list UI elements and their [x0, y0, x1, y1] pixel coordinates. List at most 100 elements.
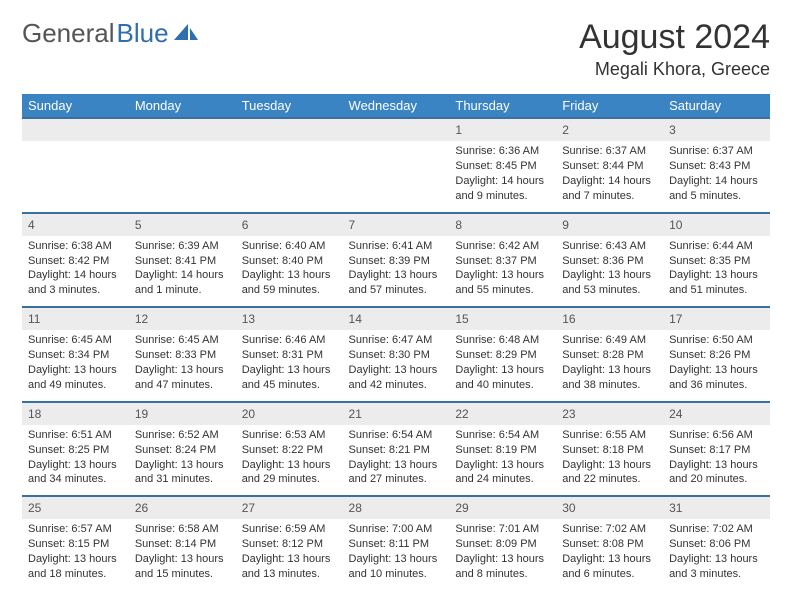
day-details: Sunrise: 6:40 AMSunset: 8:40 PMDaylight:… [236, 236, 343, 306]
calendar-week-row: 4Sunrise: 6:38 AMSunset: 8:42 PMDaylight… [22, 213, 770, 308]
day-details: Sunrise: 6:39 AMSunset: 8:41 PMDaylight:… [129, 236, 236, 306]
day-details [236, 141, 343, 167]
daylight-text: Daylight: 13 hours [455, 268, 550, 283]
day-details [343, 141, 450, 167]
day-number: 18 [22, 403, 129, 425]
day-details: Sunrise: 6:52 AMSunset: 8:24 PMDaylight:… [129, 425, 236, 495]
daylight-text: and 27 minutes. [349, 472, 444, 487]
daylight-text: and 3 minutes. [669, 567, 764, 582]
day-number [129, 119, 236, 141]
sunrise-text: Sunrise: 6:37 AM [669, 144, 764, 159]
calendar-cell: 26Sunrise: 6:58 AMSunset: 8:14 PMDayligh… [129, 496, 236, 590]
daylight-text: Daylight: 13 hours [562, 552, 657, 567]
sunrise-text: Sunrise: 6:47 AM [349, 333, 444, 348]
brand-part2: Blue [117, 18, 169, 49]
sunset-text: Sunset: 8:15 PM [28, 537, 123, 552]
location-subtitle: Megali Khora, Greece [579, 59, 770, 80]
title-block: August 2024 Megali Khora, Greece [579, 18, 770, 80]
daylight-text: Daylight: 13 hours [455, 552, 550, 567]
day-details: Sunrise: 6:50 AMSunset: 8:26 PMDaylight:… [663, 330, 770, 400]
day-number: 24 [663, 403, 770, 425]
sunrise-text: Sunrise: 6:46 AM [242, 333, 337, 348]
sunrise-text: Sunrise: 6:45 AM [135, 333, 230, 348]
sunset-text: Sunset: 8:31 PM [242, 348, 337, 363]
calendar-cell: 27Sunrise: 6:59 AMSunset: 8:12 PMDayligh… [236, 496, 343, 590]
day-number: 3 [663, 119, 770, 141]
daylight-text: and 34 minutes. [28, 472, 123, 487]
daylight-text: Daylight: 13 hours [349, 268, 444, 283]
sail-icon [174, 18, 200, 49]
daylight-text: Daylight: 13 hours [135, 552, 230, 567]
sunrise-text: Sunrise: 6:52 AM [135, 428, 230, 443]
day-number [22, 119, 129, 141]
daylight-text: Daylight: 13 hours [669, 552, 764, 567]
weekday-header: Sunday [22, 94, 129, 118]
sunset-text: Sunset: 8:33 PM [135, 348, 230, 363]
day-details: Sunrise: 6:54 AMSunset: 8:19 PMDaylight:… [449, 425, 556, 495]
sunset-text: Sunset: 8:28 PM [562, 348, 657, 363]
day-details: Sunrise: 6:38 AMSunset: 8:42 PMDaylight:… [22, 236, 129, 306]
sunset-text: Sunset: 8:26 PM [669, 348, 764, 363]
day-details: Sunrise: 6:55 AMSunset: 8:18 PMDaylight:… [556, 425, 663, 495]
sunrise-text: Sunrise: 6:59 AM [242, 522, 337, 537]
day-number: 1 [449, 119, 556, 141]
calendar-cell: 5Sunrise: 6:39 AMSunset: 8:41 PMDaylight… [129, 213, 236, 308]
calendar-cell: 7Sunrise: 6:41 AMSunset: 8:39 PMDaylight… [343, 213, 450, 308]
day-number: 10 [663, 214, 770, 236]
calendar-week-row: 11Sunrise: 6:45 AMSunset: 8:34 PMDayligh… [22, 307, 770, 402]
daylight-text: and 20 minutes. [669, 472, 764, 487]
calendar-cell: 18Sunrise: 6:51 AMSunset: 8:25 PMDayligh… [22, 402, 129, 497]
daylight-text: Daylight: 13 hours [455, 363, 550, 378]
sunrise-text: Sunrise: 6:55 AM [562, 428, 657, 443]
calendar-cell: 3Sunrise: 6:37 AMSunset: 8:43 PMDaylight… [663, 118, 770, 213]
day-number: 17 [663, 308, 770, 330]
daylight-text: Daylight: 13 hours [135, 363, 230, 378]
daylight-text: Daylight: 13 hours [349, 458, 444, 473]
day-details: Sunrise: 6:43 AMSunset: 8:36 PMDaylight:… [556, 236, 663, 306]
day-details: Sunrise: 6:51 AMSunset: 8:25 PMDaylight:… [22, 425, 129, 495]
sunset-text: Sunset: 8:42 PM [28, 254, 123, 269]
day-details: Sunrise: 6:45 AMSunset: 8:34 PMDaylight:… [22, 330, 129, 400]
day-details: Sunrise: 7:00 AMSunset: 8:11 PMDaylight:… [343, 519, 450, 589]
weekday-header: Friday [556, 94, 663, 118]
weekday-header-row: Sunday Monday Tuesday Wednesday Thursday… [22, 94, 770, 118]
sunrise-text: Sunrise: 6:50 AM [669, 333, 764, 348]
calendar-cell: 6Sunrise: 6:40 AMSunset: 8:40 PMDaylight… [236, 213, 343, 308]
calendar-cell: 24Sunrise: 6:56 AMSunset: 8:17 PMDayligh… [663, 402, 770, 497]
calendar-cell: 25Sunrise: 6:57 AMSunset: 8:15 PMDayligh… [22, 496, 129, 590]
sunset-text: Sunset: 8:41 PM [135, 254, 230, 269]
day-number: 29 [449, 497, 556, 519]
day-number: 13 [236, 308, 343, 330]
sunset-text: Sunset: 8:19 PM [455, 443, 550, 458]
day-number: 31 [663, 497, 770, 519]
daylight-text: and 5 minutes. [669, 189, 764, 204]
calendar-cell: 9Sunrise: 6:43 AMSunset: 8:36 PMDaylight… [556, 213, 663, 308]
calendar-cell [129, 118, 236, 213]
day-number: 23 [556, 403, 663, 425]
day-details: Sunrise: 6:59 AMSunset: 8:12 PMDaylight:… [236, 519, 343, 589]
sunset-text: Sunset: 8:45 PM [455, 159, 550, 174]
sunrise-text: Sunrise: 6:48 AM [455, 333, 550, 348]
day-details: Sunrise: 6:45 AMSunset: 8:33 PMDaylight:… [129, 330, 236, 400]
daylight-text: Daylight: 13 hours [242, 268, 337, 283]
daylight-text: and 18 minutes. [28, 567, 123, 582]
day-number: 7 [343, 214, 450, 236]
daylight-text: Daylight: 13 hours [669, 268, 764, 283]
calendar-cell: 16Sunrise: 6:49 AMSunset: 8:28 PMDayligh… [556, 307, 663, 402]
day-number: 27 [236, 497, 343, 519]
sunset-text: Sunset: 8:37 PM [455, 254, 550, 269]
sunset-text: Sunset: 8:25 PM [28, 443, 123, 458]
day-number: 19 [129, 403, 236, 425]
daylight-text: Daylight: 13 hours [28, 363, 123, 378]
sunrise-text: Sunrise: 6:37 AM [562, 144, 657, 159]
daylight-text: and 51 minutes. [669, 283, 764, 298]
calendar-cell: 30Sunrise: 7:02 AMSunset: 8:08 PMDayligh… [556, 496, 663, 590]
daylight-text: and 47 minutes. [135, 378, 230, 393]
weekday-header: Saturday [663, 94, 770, 118]
weekday-header: Tuesday [236, 94, 343, 118]
day-details: Sunrise: 6:56 AMSunset: 8:17 PMDaylight:… [663, 425, 770, 495]
page-title: August 2024 [579, 18, 770, 57]
day-number: 2 [556, 119, 663, 141]
sunset-text: Sunset: 8:08 PM [562, 537, 657, 552]
weekday-header: Monday [129, 94, 236, 118]
